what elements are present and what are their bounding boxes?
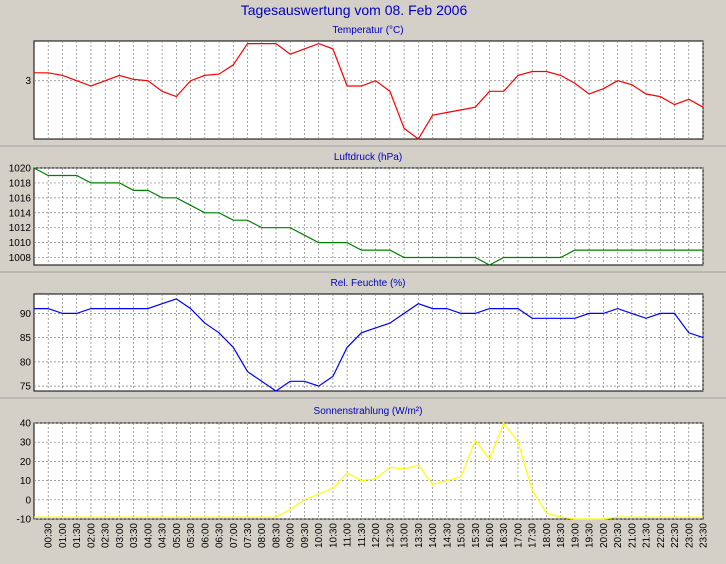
x-tick-label: 07:30 [243,523,254,548]
x-tick-label: 20:00 [599,523,610,548]
x-tick-label: 18:30 [556,523,567,548]
plot-area-temperature [33,40,704,140]
x-tick-label: 22:30 [670,523,681,548]
x-tick-label: 05:30 [186,523,197,548]
chart-title-humidity: Rel. Feuchte (%) [330,278,405,289]
x-tick-label: 02:30 [101,523,112,548]
y-tick-label: 1010 [9,238,32,249]
x-tick-label: 09:30 [300,523,311,548]
x-tick-label: 18:00 [542,523,553,548]
y-tick-label: 1012 [9,223,32,234]
x-tick-label: 19:00 [570,523,581,548]
y-tick-label: 85 [20,333,32,344]
x-tick-label: 16:30 [499,523,510,548]
x-tick-label: 13:00 [400,523,411,548]
x-tick-label: 15:00 [457,523,468,548]
x-tick-label: 03:00 [115,523,126,548]
x-tick-label: 02:00 [86,523,97,548]
chart-title-solar: Sonnenstrahlung (W/m²) [314,406,423,417]
x-tick-label: 23:30 [699,523,710,548]
x-tick-label: 00:30 [44,523,55,548]
x-tick-label: 23:00 [684,523,695,548]
page-title: Tagesauswertung vom 08. Feb 2006 [241,2,468,18]
x-tick-label: 10:00 [314,523,325,548]
x-tick-label: 13:30 [414,523,425,548]
x-tick-label: 01:00 [58,523,69,548]
x-tick-label: 09:00 [286,523,297,548]
x-tick-label: 20:30 [613,523,624,548]
y-tick-label: 80 [20,357,32,368]
x-tick-label: 04:00 [143,523,154,548]
x-axis: 00:30 01:00 01:30 02:00 02:30 03:00 03:30 04:00… [44,523,710,548]
plot-area-solar [33,422,704,520]
chart-panel-solar: Sonnenstrahlung (W/m²) -10 0 10 20 30 40 [17,406,704,526]
series-line-temperature [34,42,704,140]
chart-title-pressure: Luftdruck (hPa) [334,152,402,163]
series-line-pressure [33,167,703,266]
x-tick-label: 06:30 [215,523,226,548]
x-tick-label: 08:30 [272,523,283,548]
x-tick-label: 01:30 [72,523,83,548]
x-tick-label: 05:00 [172,523,183,548]
y-tick-label: 1014 [9,208,32,219]
y-tick-label: 1008 [9,253,32,264]
y-tick-label: 3 [25,76,31,87]
y-tick-label: 0 [25,495,31,506]
y-tick-label: 1016 [9,193,32,204]
y-tick-label: 10 [20,476,32,487]
x-tick-label: 07:00 [229,523,240,548]
plot-area-humidity [33,293,704,392]
y-tick-label: 20 [20,457,32,468]
x-tick-label: 17:00 [514,523,525,548]
x-tick-label: 03:30 [129,523,140,548]
x-tick-label: 19:30 [585,523,596,548]
x-tick-label: 22:00 [656,523,667,548]
x-tick-label: 04:30 [158,523,169,548]
y-tick-label: 1020 [9,164,32,175]
x-tick-label: 06:00 [200,523,211,548]
y-tick-label: 75 [20,382,32,393]
x-tick-label: 10:30 [328,523,339,548]
x-tick-label: 08:00 [257,523,268,548]
x-tick-label: 16:00 [485,523,496,548]
x-tick-label: 14:00 [428,523,439,548]
x-tick-label: 14:30 [442,523,453,548]
x-tick-label: 17:30 [528,523,539,548]
y-tick-label: 30 [20,438,32,449]
chart-panel-humidity: Rel. Feuchte (%) 75 80 85 90 [0,278,726,399]
series-line-humidity [34,298,704,392]
x-tick-label: 21:30 [642,523,653,548]
x-tick-label: 11:30 [357,523,368,548]
x-tick-label: 12:00 [371,523,382,548]
x-tick-label: 15:30 [471,523,482,548]
y-tick-label: 90 [20,309,32,320]
y-tick-label: 40 [20,419,32,430]
chart-panel-temperature: Temperatur (°C) 3 [0,25,726,147]
plot-area-pressure [33,167,704,266]
y-tick-label: 1018 [9,178,32,189]
series-line-solar [34,421,703,520]
x-tick-label: 12:30 [385,523,396,548]
x-tick-label: 21:00 [627,523,638,548]
y-tick-label: -10 [17,515,32,526]
x-tick-label: 11:00 [343,523,354,548]
chart-panel-pressure: Luftdruck (hPa) 1008 1010 1012 1014 1016 1018 1… [0,152,726,273]
chart-title-temperature: Temperatur (°C) [332,25,403,36]
